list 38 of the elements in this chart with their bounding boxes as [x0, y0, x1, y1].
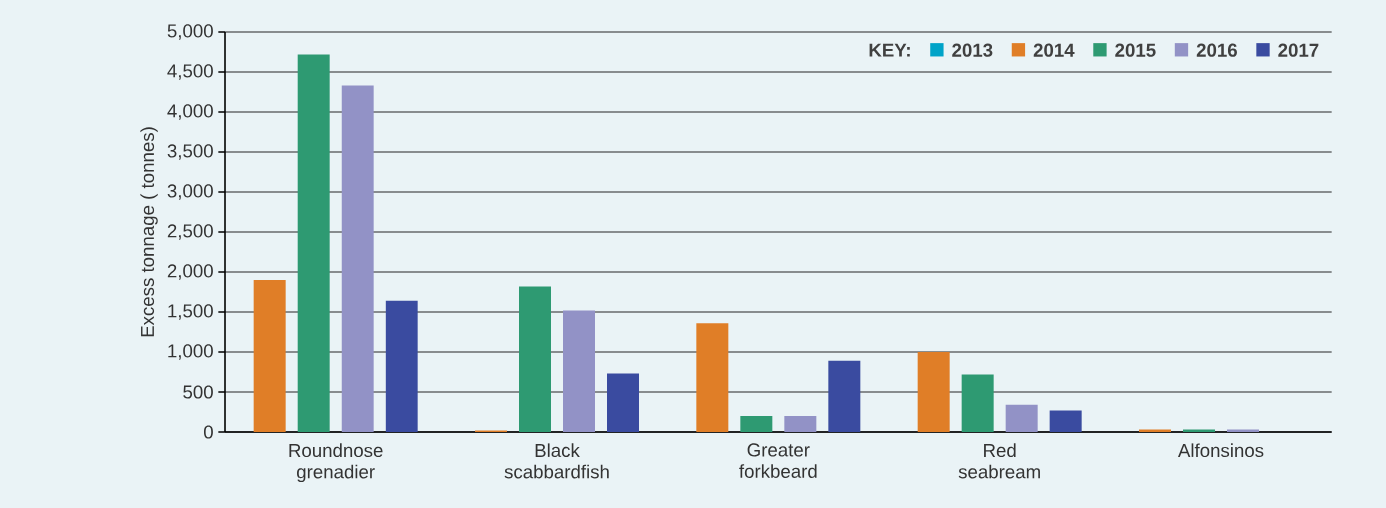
- bar: [297, 54, 330, 432]
- y-tick-label: 1,000: [168, 344, 213, 360]
- y-axis-title: Excess tonnage ( tonnes): [140, 127, 158, 337]
- bar: [341, 85, 374, 432]
- y-tick-label: 2,000: [167, 264, 213, 280]
- bar: [1005, 404, 1038, 432]
- y-tick-label: 1,500: [168, 304, 213, 320]
- legend-label: 2013: [952, 43, 993, 57]
- bar: [563, 310, 595, 432]
- y-tick-label: 3,000: [167, 184, 213, 200]
- y-tick-label: 4,000: [167, 104, 213, 120]
- bar: [696, 323, 729, 432]
- bar: [1049, 410, 1082, 432]
- x-tick-label: Red seabream: [958, 443, 1040, 479]
- bar: [917, 352, 950, 432]
- legend-title: KEY:: [869, 43, 910, 57]
- y-tick-label: 5,000: [167, 24, 213, 40]
- legend-label: 2015: [1115, 43, 1156, 57]
- bar: [519, 286, 551, 432]
- x-tick-label: Alfonsinos: [1177, 443, 1264, 458]
- bar: [253, 280, 286, 432]
- bar: [740, 416, 773, 432]
- legend-label: 2016: [1196, 43, 1237, 57]
- x-tick-label: Black scabbardfish: [504, 443, 609, 479]
- y-tick-label: 4,500: [167, 64, 213, 80]
- legend-label: 2014: [1033, 43, 1075, 57]
- bar: [784, 416, 817, 432]
- x-tick-label: Greater forkbeard: [739, 443, 817, 478]
- y-tick-label: 2,500: [167, 224, 213, 240]
- x-tick-label: Roundnose grenadier: [289, 443, 383, 483]
- bar: [385, 300, 418, 432]
- y-tick-label: 0: [203, 425, 213, 439]
- bar: [828, 360, 861, 432]
- bar: [961, 374, 994, 432]
- y-tick-label: 3,500: [167, 144, 213, 160]
- legend-label: 2017: [1278, 43, 1319, 57]
- bar: [607, 373, 640, 432]
- y-tick-label: 500: [183, 385, 213, 399]
